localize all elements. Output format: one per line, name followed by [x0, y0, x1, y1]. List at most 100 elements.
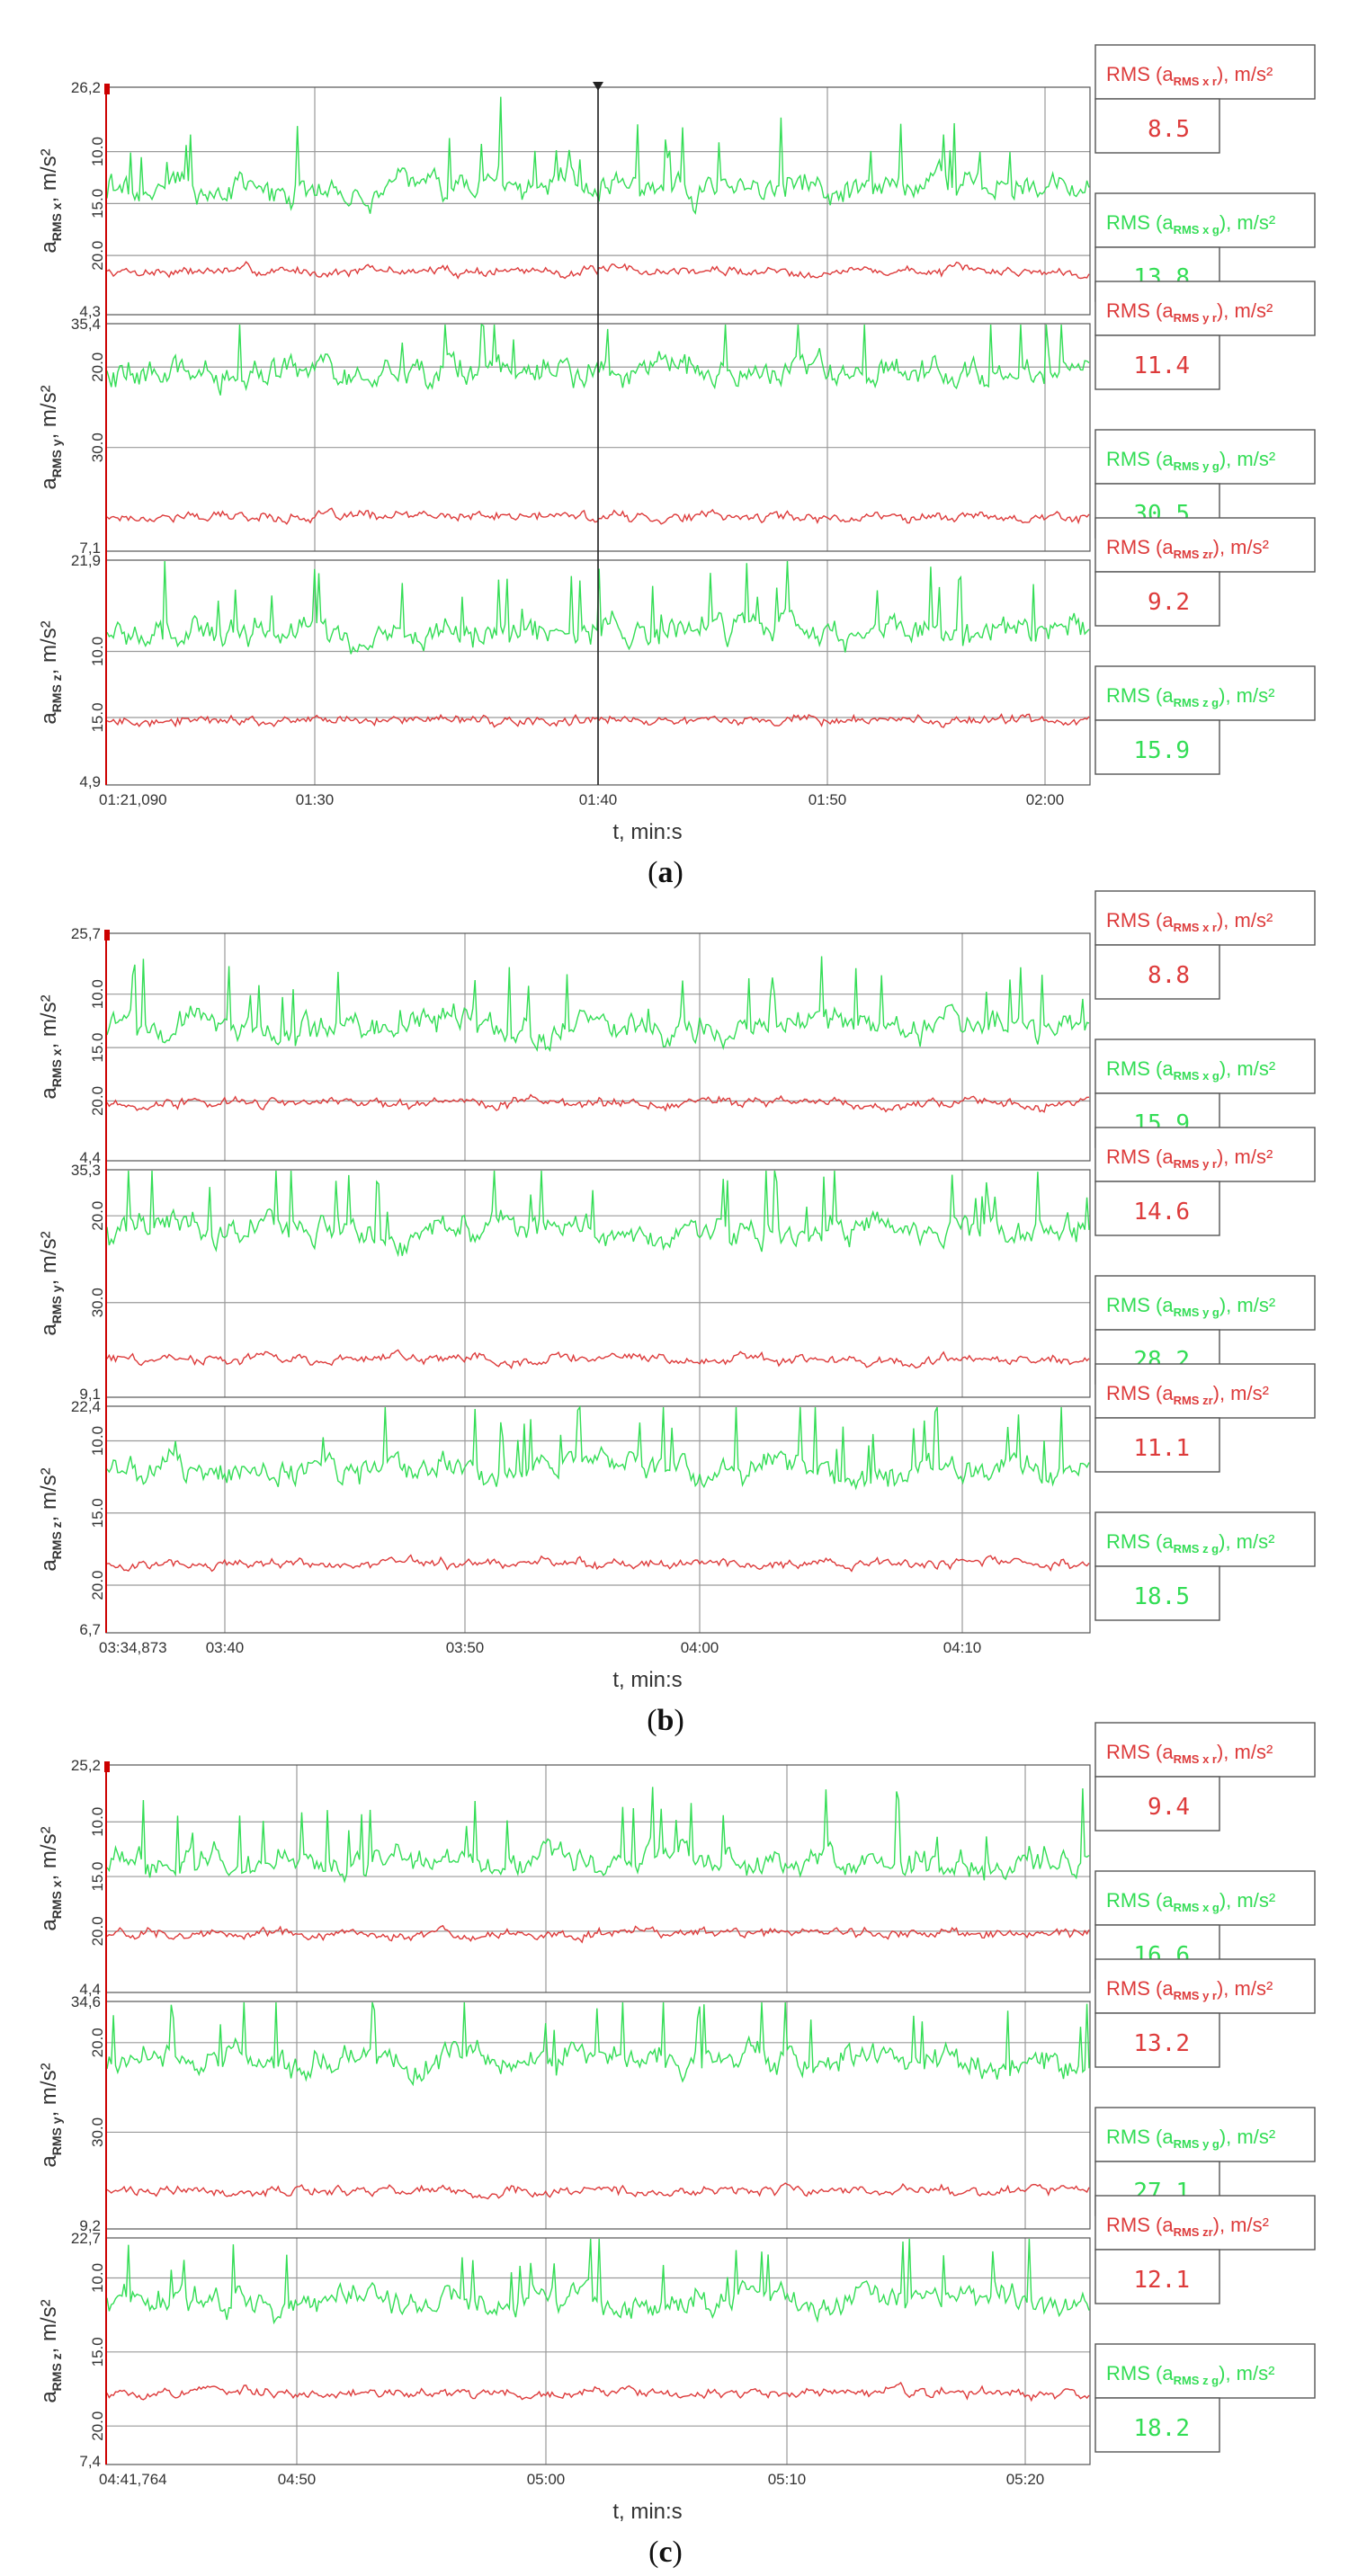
- y-axis-title: aRMS y, m/s²: [37, 385, 64, 489]
- series-line-green: [106, 1787, 1090, 1884]
- subplot-x: 20.0 15.0 10.0 26,2 4,3 aRMS x, m/s² RMS (aRMS…: [37, 44, 1316, 320]
- y-min-label: 9,2: [79, 2217, 101, 2234]
- y-min-label: 4,9: [79, 773, 101, 790]
- series-line-green: [106, 2001, 1090, 2087]
- x-axis: 04:41,764 04:50 05:00 05:10 05:20 t, min:s: [99, 2471, 1044, 2524]
- y-axis-title: aRMS y, m/s²: [37, 1231, 64, 1335]
- rms-value-red: 9.4: [1148, 1794, 1190, 1821]
- rms-label-red: RMS (aRMS zr), m/s²: [1106, 1382, 1269, 1407]
- rms-box-red: RMS (aRMS x r), m/s² 8.8: [1094, 890, 1316, 1000]
- rms-box-red: RMS (aRMS zr), m/s² 9.2: [1094, 517, 1316, 627]
- rms-label-green: RMS (aRMS y g), m/s²: [1106, 1294, 1275, 1319]
- rms-value-green: 18.2: [1133, 2415, 1190, 2442]
- y-axis-title: aRMS x, m/s²: [37, 148, 64, 253]
- series-line-green: [106, 1170, 1090, 1258]
- y-tick-label: 20.0: [89, 1086, 106, 1116]
- rms-value-red: 8.5: [1148, 116, 1190, 143]
- y-min-label: 7,1: [79, 539, 101, 557]
- y-tick-label: 20.0: [89, 1916, 106, 1946]
- y-min-label: 7,4: [79, 2453, 101, 2470]
- series-line-red: [106, 1554, 1090, 1573]
- y-tick-label: 30.0: [89, 2117, 106, 2147]
- y-axis-title: aRMS z, m/s²: [37, 2299, 64, 2402]
- rms-label-red: RMS (aRMS zr), m/s²: [1106, 536, 1269, 561]
- y-min-label: 4,4: [79, 1981, 101, 1998]
- rms-label-green: RMS (aRMS x g), m/s²: [1106, 1057, 1275, 1083]
- subplot-y: 30.0 20.0 34,6 9,2 aRMS y, m/s² RMS (aRMS y r…: [37, 1958, 1316, 2234]
- rms-box-red: RMS (aRMS zr), m/s² 11.1: [1094, 1363, 1316, 1473]
- y-min-label: 4,4: [79, 1149, 101, 1166]
- y-tick-label: 15.0: [89, 1862, 106, 1892]
- rms-label-red: RMS (aRMS x r), m/s²: [1106, 909, 1273, 934]
- y-tick-label: 10.0: [89, 637, 106, 666]
- series-line-green: [106, 1404, 1090, 1491]
- cursor-triangle-icon: [593, 82, 603, 91]
- y-axis-title: aRMS y, m/s²: [37, 2063, 64, 2167]
- y-max-label: 22,7: [71, 2230, 101, 2247]
- series-line-red: [106, 1924, 1090, 1944]
- subplot-y: 30.0 20.0 35,4 7,1 aRMS y, m/s² RMS (aRMS y r…: [37, 281, 1316, 557]
- rms-box-red: RMS (aRMS y r), m/s² 11.4: [1094, 281, 1316, 390]
- rms-label-green: RMS (aRMS z g), m/s²: [1106, 684, 1274, 709]
- rms-label-red: RMS (aRMS x r), m/s²: [1106, 63, 1273, 88]
- rms-value-red: 11.1: [1133, 1435, 1190, 1462]
- subplot-z: 15.0 10.0 21,9 4,9 aRMS z, m/s² RMS (aRMS zr)…: [37, 517, 1316, 790]
- y-min-label: 9,1: [79, 1386, 101, 1403]
- rms-label-red: RMS (aRMS zr), m/s²: [1106, 2214, 1269, 2239]
- x-tick-label: 04:00: [681, 1639, 719, 1656]
- rms-box-red: RMS (aRMS zr), m/s² 12.1: [1094, 2195, 1316, 2304]
- y-tick-label: 10.0: [89, 2263, 106, 2293]
- subplot-z: 20.0 15.0 10.0 22,4 6,7 aRMS z, m/s² RMS (aRMS…: [37, 1363, 1316, 1638]
- x-axis-title: t, min:s: [612, 820, 682, 844]
- x-tick-label: 04:10: [943, 1639, 982, 1656]
- x-tick-label: 03:34,873: [99, 1639, 167, 1656]
- y-axis-title: aRMS z, m/s²: [37, 620, 64, 724]
- y-tick-label: 30.0: [89, 1288, 106, 1317]
- x-tick-label: 05:00: [527, 2471, 566, 2488]
- x-axis: 03:34,873 03:40 03:50 04:00 04:10 t, min:s: [99, 1639, 981, 1692]
- subplot-y: 30.0 20.0 35,3 9,1 aRMS y, m/s² RMS (aRMS y r…: [37, 1127, 1316, 1403]
- rms-value-red: 9.2: [1148, 589, 1190, 616]
- y-tick-label: 20.0: [89, 241, 106, 271]
- y-tick-label: 30.0: [89, 432, 106, 462]
- y-tick-label: 20.0: [89, 1570, 106, 1600]
- rms-value-green: 18.5: [1133, 1583, 1190, 1610]
- rms-label-red: RMS (aRMS y r), m/s²: [1106, 1977, 1273, 2002]
- rms-value-red: 13.2: [1133, 2030, 1190, 2057]
- rms-label-red: RMS (aRMS y r), m/s²: [1106, 1145, 1273, 1171]
- rms-box-green: RMS (aRMS z g), m/s² 18.2: [1094, 2343, 1316, 2453]
- y-min-label: 6,7: [79, 1621, 101, 1638]
- panel-caption: (c): [648, 2536, 683, 2569]
- plot-frame: [105, 1764, 1091, 1993]
- y-max-label: 25,7: [71, 925, 101, 942]
- y-tick-label: 15.0: [89, 1033, 106, 1063]
- y-tick-label: 15.0: [89, 189, 106, 218]
- rms-value-red: 12.1: [1133, 2267, 1190, 2294]
- x-tick-label: 05:10: [768, 2471, 807, 2488]
- x-axis: 01:21,090 01:30 01:40 01:50 02:00 t, min:s: [99, 791, 1064, 844]
- rms-box-red: RMS (aRMS y r), m/s² 14.6: [1094, 1127, 1316, 1236]
- rms-label-green: RMS (aRMS y g), m/s²: [1106, 2126, 1275, 2151]
- y-tick-label: 20.0: [89, 352, 106, 382]
- y-tick-label: 20.0: [89, 2411, 106, 2441]
- rms-label-green: RMS (aRMS x g), m/s²: [1106, 211, 1275, 236]
- y-min-label: 4,3: [79, 303, 101, 320]
- rms-box-red: RMS (aRMS x r), m/s² 9.4: [1094, 1722, 1316, 1832]
- y-axis-title: aRMS z, m/s²: [37, 1467, 64, 1571]
- x-tick-label: 01:21,090: [99, 791, 167, 808]
- x-tick-label: 04:41,764: [99, 2471, 167, 2488]
- subplot-x: 20.0 15.0 10.0 25,2 4,4 aRMS x, m/s² RMS (aRMS…: [37, 1722, 1316, 1998]
- series-line-red: [106, 2182, 1090, 2200]
- series-line-green: [106, 956, 1090, 1053]
- x-tick-label: 01:40: [579, 791, 618, 808]
- rms-value-green: 15.9: [1133, 737, 1190, 764]
- y-tick-label: 10.0: [89, 137, 106, 166]
- y-axis-title: aRMS x, m/s²: [37, 994, 64, 1099]
- series-line-red: [106, 1093, 1090, 1113]
- x-tick-label: 01:30: [296, 791, 335, 808]
- panel-caption: (a): [648, 856, 683, 889]
- rms-value-red: 14.6: [1133, 1199, 1190, 1226]
- y-tick-label: 15.0: [89, 702, 106, 732]
- x-axis-title: t, min:s: [612, 1668, 682, 1692]
